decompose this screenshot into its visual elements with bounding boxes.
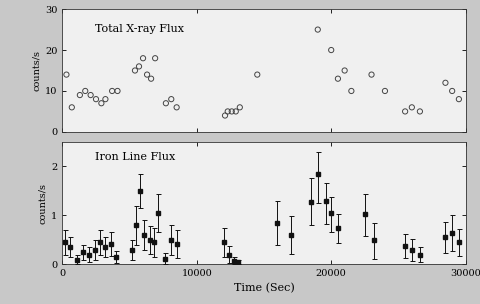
- Point: [97, 101, 105, 106]
- Point: [68, 105, 76, 110]
- Y-axis label: counts/s: counts/s: [38, 183, 47, 224]
- Point: [348, 88, 355, 93]
- Point: [131, 68, 139, 73]
- Point: [401, 109, 409, 114]
- Text: Iron Line Flux: Iron Line Flux: [95, 151, 175, 161]
- Point: [341, 68, 348, 73]
- Point: [76, 93, 84, 98]
- Point: [224, 109, 231, 114]
- Point: [416, 109, 424, 114]
- Point: [147, 76, 155, 81]
- Point: [168, 97, 175, 102]
- Point: [228, 109, 236, 114]
- Point: [334, 76, 342, 81]
- Point: [408, 105, 416, 110]
- Point: [236, 105, 244, 110]
- Point: [135, 64, 143, 69]
- Point: [102, 97, 109, 102]
- Point: [162, 101, 170, 106]
- Point: [173, 105, 180, 110]
- Point: [143, 72, 151, 77]
- Point: [151, 56, 159, 61]
- Point: [448, 88, 456, 93]
- Point: [82, 88, 89, 93]
- Point: [253, 72, 261, 77]
- Point: [92, 97, 100, 102]
- Point: [108, 88, 116, 93]
- Point: [232, 109, 240, 114]
- Point: [381, 88, 389, 93]
- Point: [368, 72, 375, 77]
- Point: [455, 97, 463, 102]
- Point: [221, 113, 229, 118]
- Y-axis label: counts/s: counts/s: [32, 50, 41, 91]
- Point: [327, 48, 335, 53]
- Point: [114, 88, 121, 93]
- Point: [139, 56, 147, 61]
- Point: [62, 72, 70, 77]
- Point: [87, 93, 95, 98]
- Point: [314, 27, 322, 32]
- X-axis label: Time (Sec): Time (Sec): [234, 282, 294, 293]
- Text: Total X-ray Flux: Total X-ray Flux: [95, 24, 184, 34]
- Point: [442, 80, 449, 85]
